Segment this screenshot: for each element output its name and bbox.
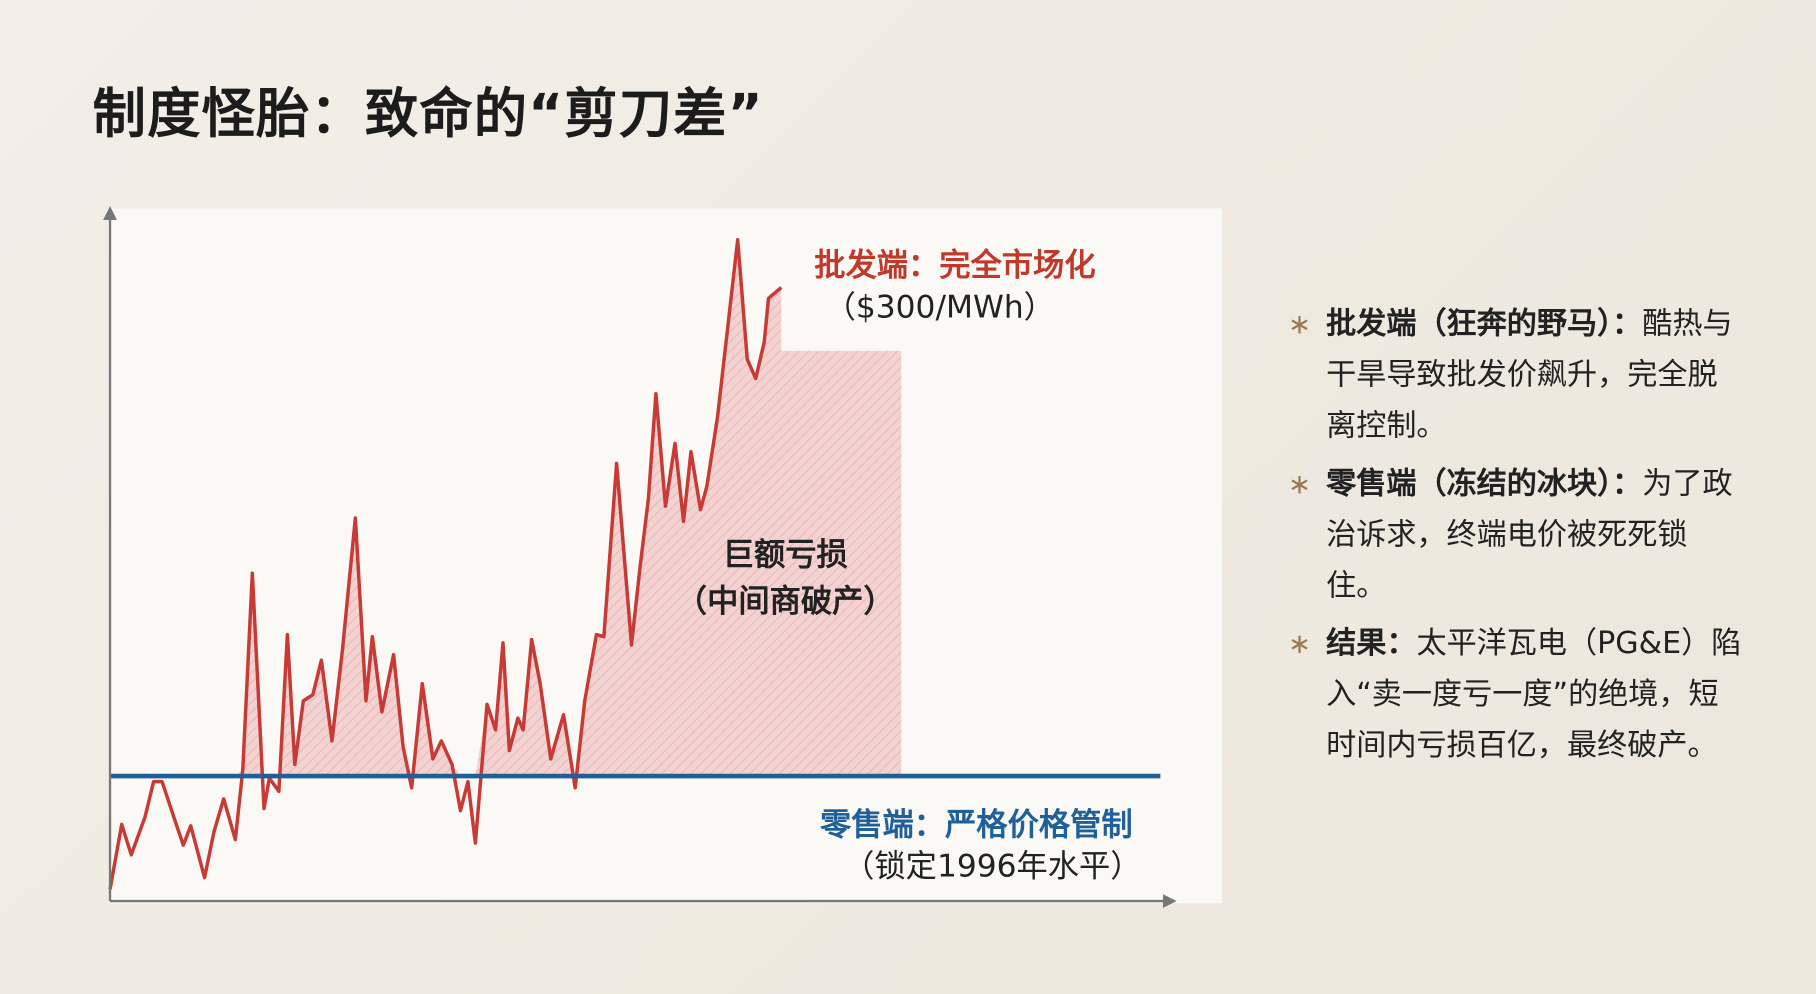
bullet-heading: 结果： (1326, 626, 1417, 662)
annotation: （中间商破产） (676, 584, 895, 620)
annotation: （锁定1996年水平） (843, 849, 1141, 885)
bullet-text: 酷热与干旱导致批发价飙升，完全脱离控制。 (1326, 306, 1733, 444)
bullet-heading: 零售端（冻结的冰块）： (1326, 466, 1643, 502)
annotation: 批发端：完全市场化 (814, 247, 1095, 284)
slide-title: 制度怪胎：致命的“剪刀差” (92, 82, 764, 145)
bullet-heading: 批发端（狂奔的野马）： (1326, 306, 1643, 342)
bullet-list: ∗ 批发端（狂奔的野马）：酷热与干旱导致批发价飙升，完全脱离控制。 ∗ 零售端（冻结的… (1288, 299, 1751, 778)
chart: 批发端：完全市场化 （$300/MWh） 巨额亏损 （中间商破产） 零售端：严格… (103, 206, 1177, 908)
bullet-icon: ∗ (1287, 308, 1312, 341)
loss-area-hatch (110, 239, 902, 777)
bullet: ∗ 结果：太平洋瓦电（PG&E）陷入“卖一度亏一度”的绝境，短时间内亏损百亿，最终… (1288, 618, 1743, 771)
annotation: 巨额亏损 (723, 537, 848, 573)
bullet-icon: ∗ (1287, 467, 1312, 501)
bullet: ∗ 零售端（冻结的冰块）：为了政治诉求，终端电价被死死锁住。 (1288, 459, 1743, 612)
bullet-text: 太平洋瓦电（PG&E）陷入“卖一度亏一度”的绝境，短时间内亏损百亿，最终破产。 (1326, 626, 1742, 764)
bullet-icon: ∗ (1287, 627, 1312, 661)
annotation: （$300/MWh） (825, 289, 1055, 325)
series-line (108, 238, 783, 890)
annotation: 零售端：严格价格管制 (820, 807, 1133, 843)
bullet: ∗ 批发端（狂奔的野马）：酷热与干旱导致批发价飙升，完全脱离控制。 (1288, 299, 1743, 452)
bullet-text: 为了政治诉求，终端电价被死死锁住。 (1326, 466, 1733, 604)
